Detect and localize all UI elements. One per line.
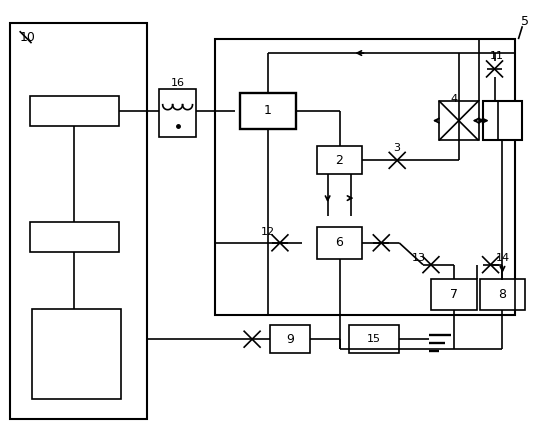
- Bar: [159, 89, 197, 136]
- Text: 16: 16: [171, 78, 185, 88]
- Text: 7: 7: [450, 288, 458, 301]
- Text: 1: 1: [264, 104, 272, 117]
- Text: 10: 10: [19, 31, 36, 44]
- Bar: [215, 39, 515, 315]
- Bar: [30, 222, 119, 252]
- Bar: [483, 101, 522, 140]
- Bar: [240, 93, 296, 129]
- Bar: [316, 146, 362, 174]
- Text: 12: 12: [261, 227, 275, 237]
- Text: 6: 6: [335, 236, 343, 249]
- Text: 5: 5: [521, 15, 529, 28]
- Text: 4: 4: [450, 94, 457, 104]
- Text: 15: 15: [367, 334, 381, 344]
- Text: 9: 9: [286, 332, 294, 346]
- Text: 13: 13: [412, 253, 426, 263]
- Text: 11: 11: [490, 51, 503, 61]
- Text: 2: 2: [335, 154, 343, 167]
- Bar: [439, 101, 478, 140]
- Bar: [316, 227, 362, 259]
- Bar: [431, 278, 477, 310]
- Bar: [30, 96, 119, 126]
- Text: 14: 14: [495, 253, 510, 263]
- Bar: [10, 23, 147, 419]
- Bar: [480, 278, 525, 310]
- Text: 3: 3: [394, 143, 401, 154]
- Bar: [270, 325, 310, 353]
- Bar: [31, 309, 121, 399]
- Bar: [349, 325, 399, 353]
- Text: 8: 8: [498, 288, 507, 301]
